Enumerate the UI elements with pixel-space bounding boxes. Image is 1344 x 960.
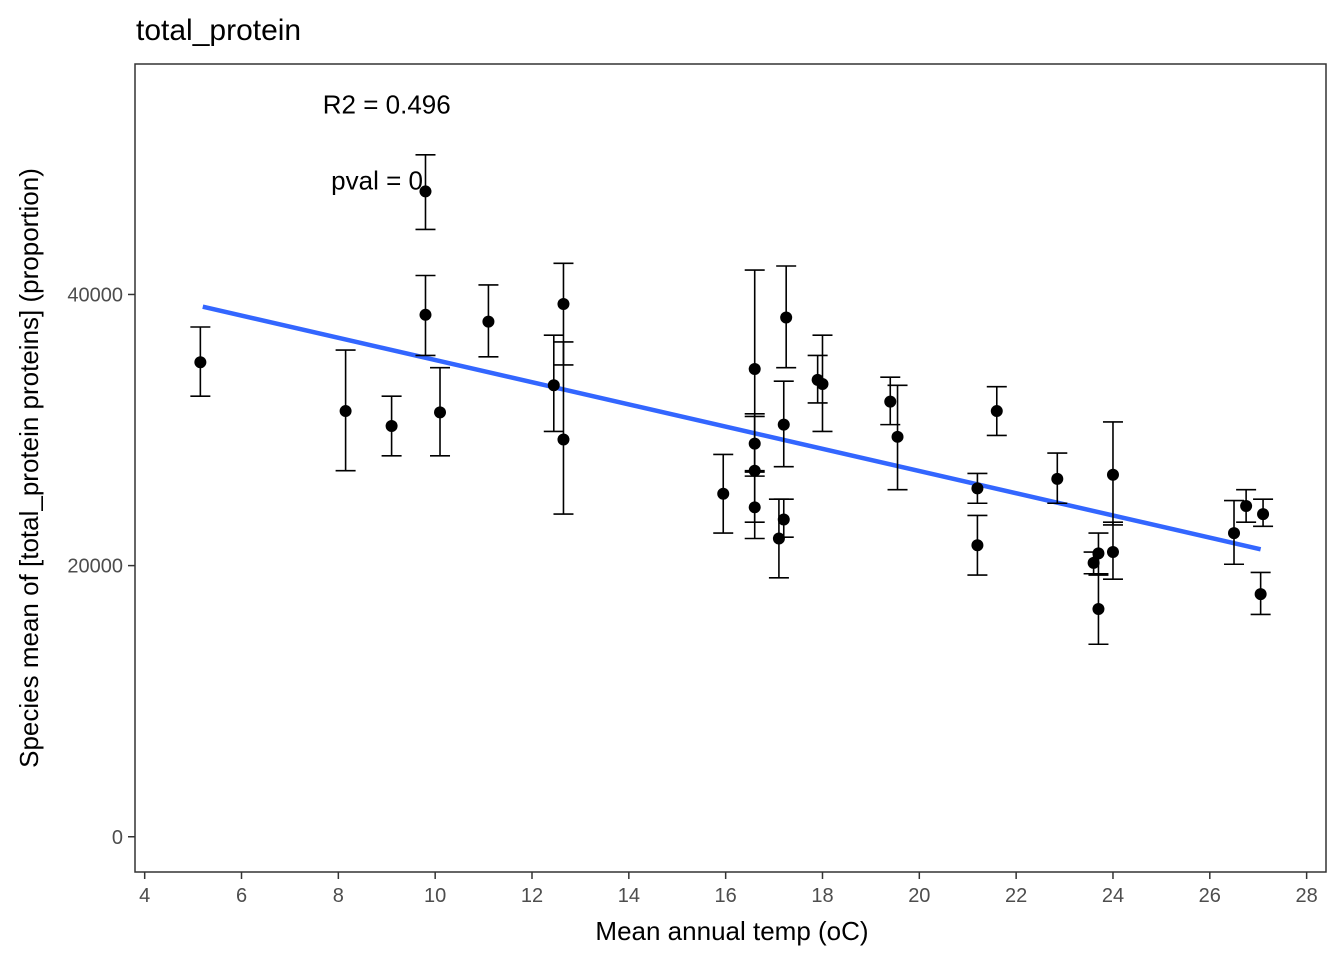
data-point (990, 405, 1003, 418)
x-tick-label: 8 (333, 885, 344, 907)
x-axis: 4 6 8 10 12 14 16 18 20 22 24 26 28 (139, 872, 1318, 907)
chart-title: total_protein (136, 14, 301, 47)
data-point (1254, 588, 1267, 601)
data-point (557, 433, 570, 446)
data-point (194, 356, 207, 369)
x-tick-label: 28 (1296, 885, 1318, 907)
data-point (1051, 472, 1064, 485)
data-point (748, 363, 761, 376)
data-point (419, 308, 432, 321)
data-point (1106, 468, 1119, 481)
data-point (1106, 546, 1119, 559)
x-tick-label: 16 (715, 885, 737, 907)
x-tick-label: 12 (521, 885, 543, 907)
data-point (1257, 508, 1270, 521)
data-point (1092, 547, 1105, 560)
data-point (748, 437, 761, 450)
data-point (339, 405, 352, 418)
data-point (748, 501, 761, 514)
data-point (717, 487, 730, 500)
trend-line-layer (202, 304, 1262, 552)
x-tick-label: 14 (618, 885, 640, 907)
data-point (482, 315, 495, 328)
y-axis: 0 20000 40000 (67, 284, 135, 849)
plot-panel (134, 63, 1327, 873)
errorbar (553, 341, 574, 515)
trend-line (202, 304, 1262, 552)
y-tick-label: 20000 (67, 556, 123, 578)
annotation-text: R2 = 0.496 (323, 90, 451, 120)
data-point (419, 185, 432, 198)
x-tick-label: 10 (424, 885, 446, 907)
x-tick-label: 18 (811, 885, 833, 907)
x-tick-label: 22 (1005, 885, 1027, 907)
annotation-layer: R2 = 0.496 pval = 0 (323, 90, 451, 196)
x-tick-label: 4 (139, 885, 150, 907)
annotation-text: pval = 0 (331, 166, 423, 196)
data-point (884, 395, 897, 408)
x-tick-label: 24 (1102, 885, 1124, 907)
data-point (385, 419, 398, 432)
data-point (780, 311, 793, 324)
data-point (1240, 499, 1253, 512)
y-axis-title: Species mean of [total_protein proteins]… (14, 168, 44, 768)
data-point (777, 418, 790, 431)
y-tick-label: 40000 (67, 284, 123, 306)
x-tick-label: 20 (908, 885, 930, 907)
data-point (891, 430, 904, 443)
data-point (971, 482, 984, 495)
data-point (816, 377, 829, 390)
x-tick-label: 6 (236, 885, 247, 907)
data-point (971, 539, 984, 552)
data-point (1228, 527, 1241, 540)
point-layer (194, 185, 1270, 615)
x-axis-title: Mean annual temp (oC) (595, 916, 868, 946)
data-point (748, 464, 761, 477)
x-tick-label: 26 (1199, 885, 1221, 907)
data-point (1092, 602, 1105, 615)
data-point (777, 513, 790, 526)
data-point (547, 379, 560, 392)
data-point (772, 532, 785, 545)
data-point (434, 406, 447, 419)
y-tick-label: 0 (112, 827, 123, 849)
data-point (557, 297, 570, 310)
data-point (1087, 556, 1100, 569)
